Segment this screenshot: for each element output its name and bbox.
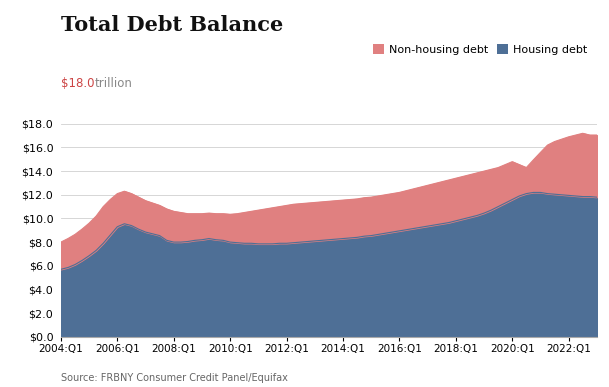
Text: $18.0: $18.0 [61,77,94,91]
Text: Total Debt Balance: Total Debt Balance [61,15,283,36]
Text: trillion: trillion [94,77,132,91]
Text: Source: FRBNY Consumer Credit Panel/Equifax: Source: FRBNY Consumer Credit Panel/Equi… [61,373,288,383]
Legend: Non-housing debt, Housing debt: Non-housing debt, Housing debt [369,40,591,59]
